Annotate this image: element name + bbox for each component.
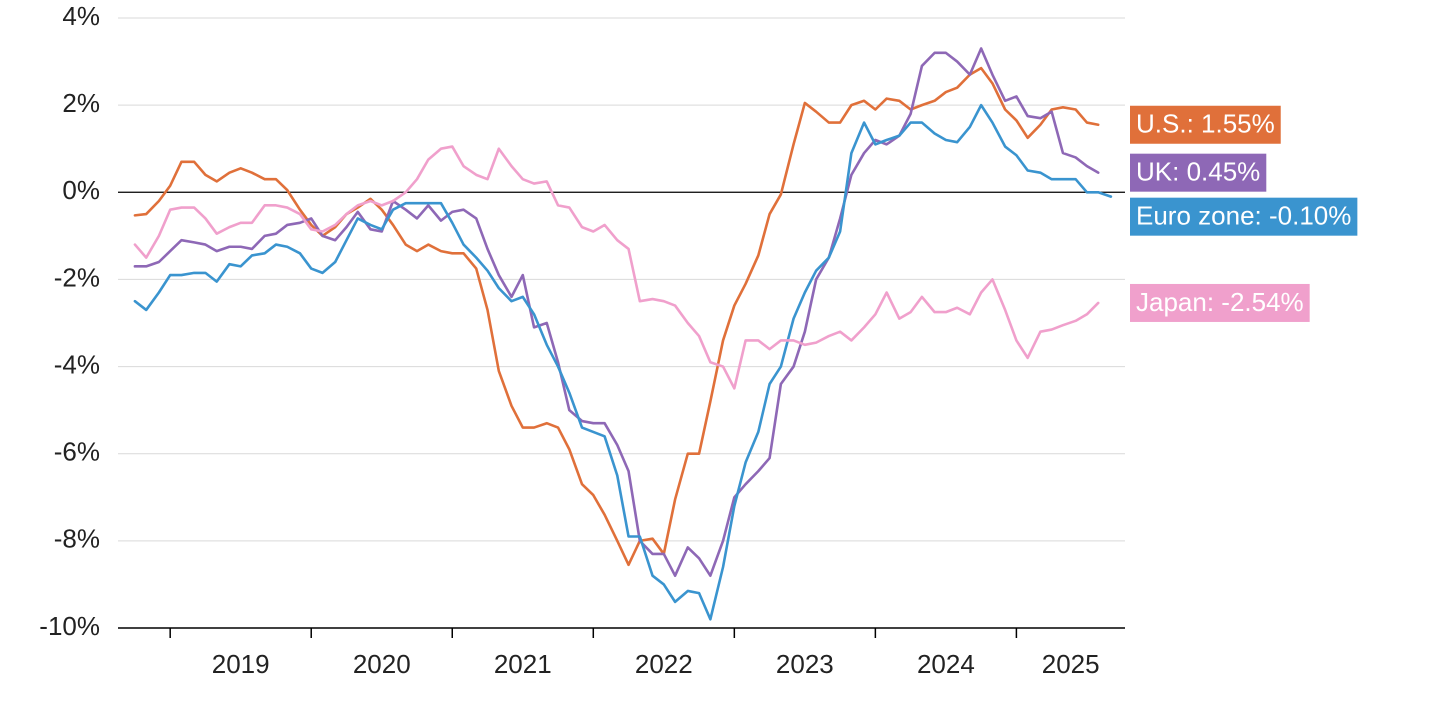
x-tick-label: 2024: [917, 649, 975, 679]
label-box: [1130, 153, 1267, 192]
x-tick-label: 2019: [212, 649, 270, 679]
label-text: Euro zone: -0.10%: [1136, 201, 1351, 231]
series-label: U.S.: 1.55%: [1130, 105, 1281, 144]
y-tick-label: 0%: [62, 175, 100, 205]
label-box: [1130, 283, 1310, 322]
x-tick-label: 2020: [353, 649, 411, 679]
x-tick-label: 2023: [776, 649, 834, 679]
x-tick-label: 2021: [494, 649, 552, 679]
series-line: [133, 103, 1113, 621]
series-label: Euro zone: -0.10%: [1130, 197, 1358, 236]
label-text: U.S.: 1.55%: [1136, 109, 1275, 139]
y-tick-label: -10%: [39, 611, 100, 641]
x-tick-label: 2025: [1042, 649, 1100, 679]
series-label: UK: 0.45%: [1130, 153, 1267, 192]
series-line: [133, 145, 1100, 390]
y-tick-label: -4%: [54, 349, 100, 379]
series-line: [133, 66, 1100, 567]
label-box: [1130, 105, 1281, 144]
y-tick-label: -6%: [54, 437, 100, 467]
series-label: Japan: -2.54%: [1130, 283, 1310, 322]
label-text: Japan: -2.54%: [1136, 287, 1304, 317]
y-tick-label: 2%: [62, 88, 100, 118]
series-line: [133, 47, 1100, 578]
x-tick-label: 2022: [635, 649, 693, 679]
y-tick-label: -8%: [54, 524, 100, 554]
label-box: [1130, 197, 1358, 236]
y-tick-label: 4%: [62, 1, 100, 31]
y-tick-label: -2%: [54, 262, 100, 292]
label-text: UK: 0.45%: [1136, 157, 1260, 187]
